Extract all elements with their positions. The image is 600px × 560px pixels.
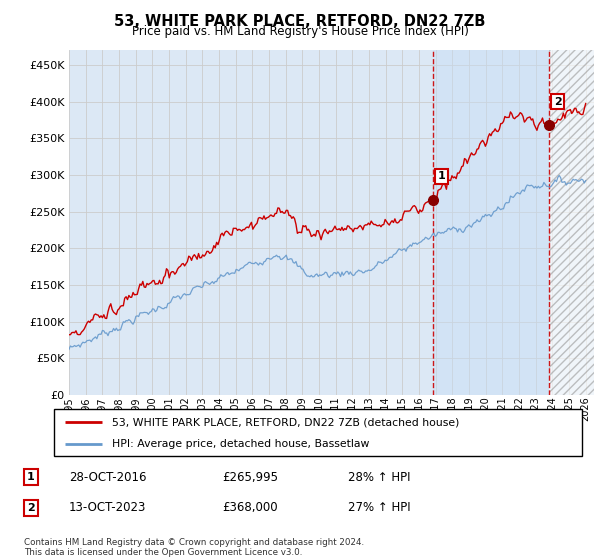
Text: 2: 2 xyxy=(27,503,35,513)
Text: 27% ↑ HPI: 27% ↑ HPI xyxy=(348,501,410,515)
Text: Contains HM Land Registry data © Crown copyright and database right 2024.
This d: Contains HM Land Registry data © Crown c… xyxy=(24,538,364,557)
Text: HPI: Average price, detached house, Bassetlaw: HPI: Average price, detached house, Bass… xyxy=(112,439,370,449)
Text: 2: 2 xyxy=(554,97,562,106)
Bar xyxy=(433,50,549,395)
FancyBboxPatch shape xyxy=(54,409,582,456)
Text: 1: 1 xyxy=(27,472,35,482)
Bar xyxy=(549,50,594,395)
Text: 53, WHITE PARK PLACE, RETFORD, DN22 7ZB (detached house): 53, WHITE PARK PLACE, RETFORD, DN22 7ZB … xyxy=(112,417,460,427)
Text: £265,995: £265,995 xyxy=(222,470,278,484)
Text: £368,000: £368,000 xyxy=(222,501,278,515)
Text: 28% ↑ HPI: 28% ↑ HPI xyxy=(348,470,410,484)
Text: 13-OCT-2023: 13-OCT-2023 xyxy=(69,501,146,515)
Text: Price paid vs. HM Land Registry's House Price Index (HPI): Price paid vs. HM Land Registry's House … xyxy=(131,25,469,38)
Text: 28-OCT-2016: 28-OCT-2016 xyxy=(69,470,146,484)
Text: 53, WHITE PARK PLACE, RETFORD, DN22 7ZB: 53, WHITE PARK PLACE, RETFORD, DN22 7ZB xyxy=(115,14,485,29)
Text: 1: 1 xyxy=(438,171,446,181)
